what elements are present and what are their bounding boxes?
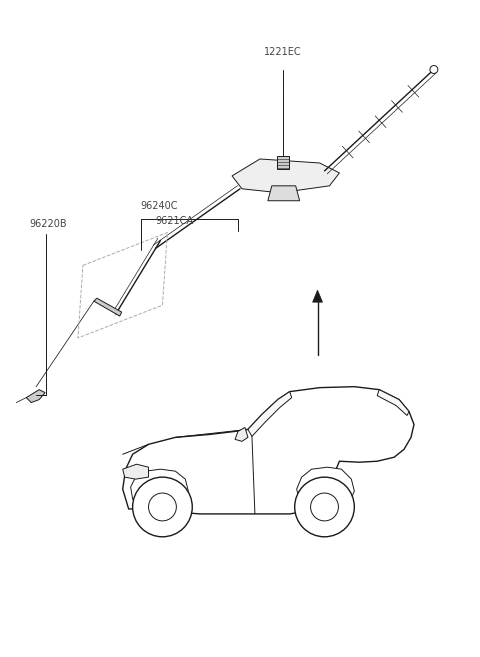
Polygon shape xyxy=(26,390,45,403)
Polygon shape xyxy=(232,159,339,193)
Text: 9621CA: 9621CA xyxy=(156,215,193,225)
Text: 96220B: 96220B xyxy=(29,219,67,229)
Circle shape xyxy=(148,493,176,521)
Polygon shape xyxy=(268,186,300,201)
Circle shape xyxy=(132,477,192,537)
Polygon shape xyxy=(248,392,292,436)
Circle shape xyxy=(430,66,438,74)
Polygon shape xyxy=(235,428,248,442)
Polygon shape xyxy=(377,390,409,415)
Text: 96240C: 96240C xyxy=(141,200,178,211)
Polygon shape xyxy=(123,464,148,479)
Polygon shape xyxy=(297,467,354,511)
Circle shape xyxy=(311,493,338,521)
Polygon shape xyxy=(277,156,288,169)
Polygon shape xyxy=(94,298,122,316)
Text: 1221EC: 1221EC xyxy=(264,47,301,57)
Polygon shape xyxy=(123,387,414,514)
Circle shape xyxy=(295,477,354,537)
Polygon shape xyxy=(131,469,188,514)
Polygon shape xyxy=(312,290,323,302)
